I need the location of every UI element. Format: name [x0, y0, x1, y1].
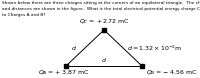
Text: Shown below there are three charges sitting at the corners of an equilateral tri: Shown below there are three charges sitt…	[2, 1, 200, 5]
Text: $Q_B = -4.56$ mC: $Q_B = -4.56$ mC	[146, 68, 197, 77]
Text: $d$: $d$	[101, 56, 107, 64]
Text: and distances are shown in the figure.  What is the total electrical potential e: and distances are shown in the figure. W…	[2, 7, 200, 11]
Text: $d$: $d$	[71, 44, 77, 52]
Text: to Charges A and B?: to Charges A and B?	[2, 13, 46, 17]
Text: $d = 1.32 \times 10^{-2}$m: $d = 1.32 \times 10^{-2}$m	[127, 43, 182, 53]
Text: $Q_C = +2.72$ mC: $Q_C = +2.72$ mC	[79, 17, 129, 26]
Text: $Q_A = +3.87$ mC: $Q_A = +3.87$ mC	[38, 68, 90, 77]
